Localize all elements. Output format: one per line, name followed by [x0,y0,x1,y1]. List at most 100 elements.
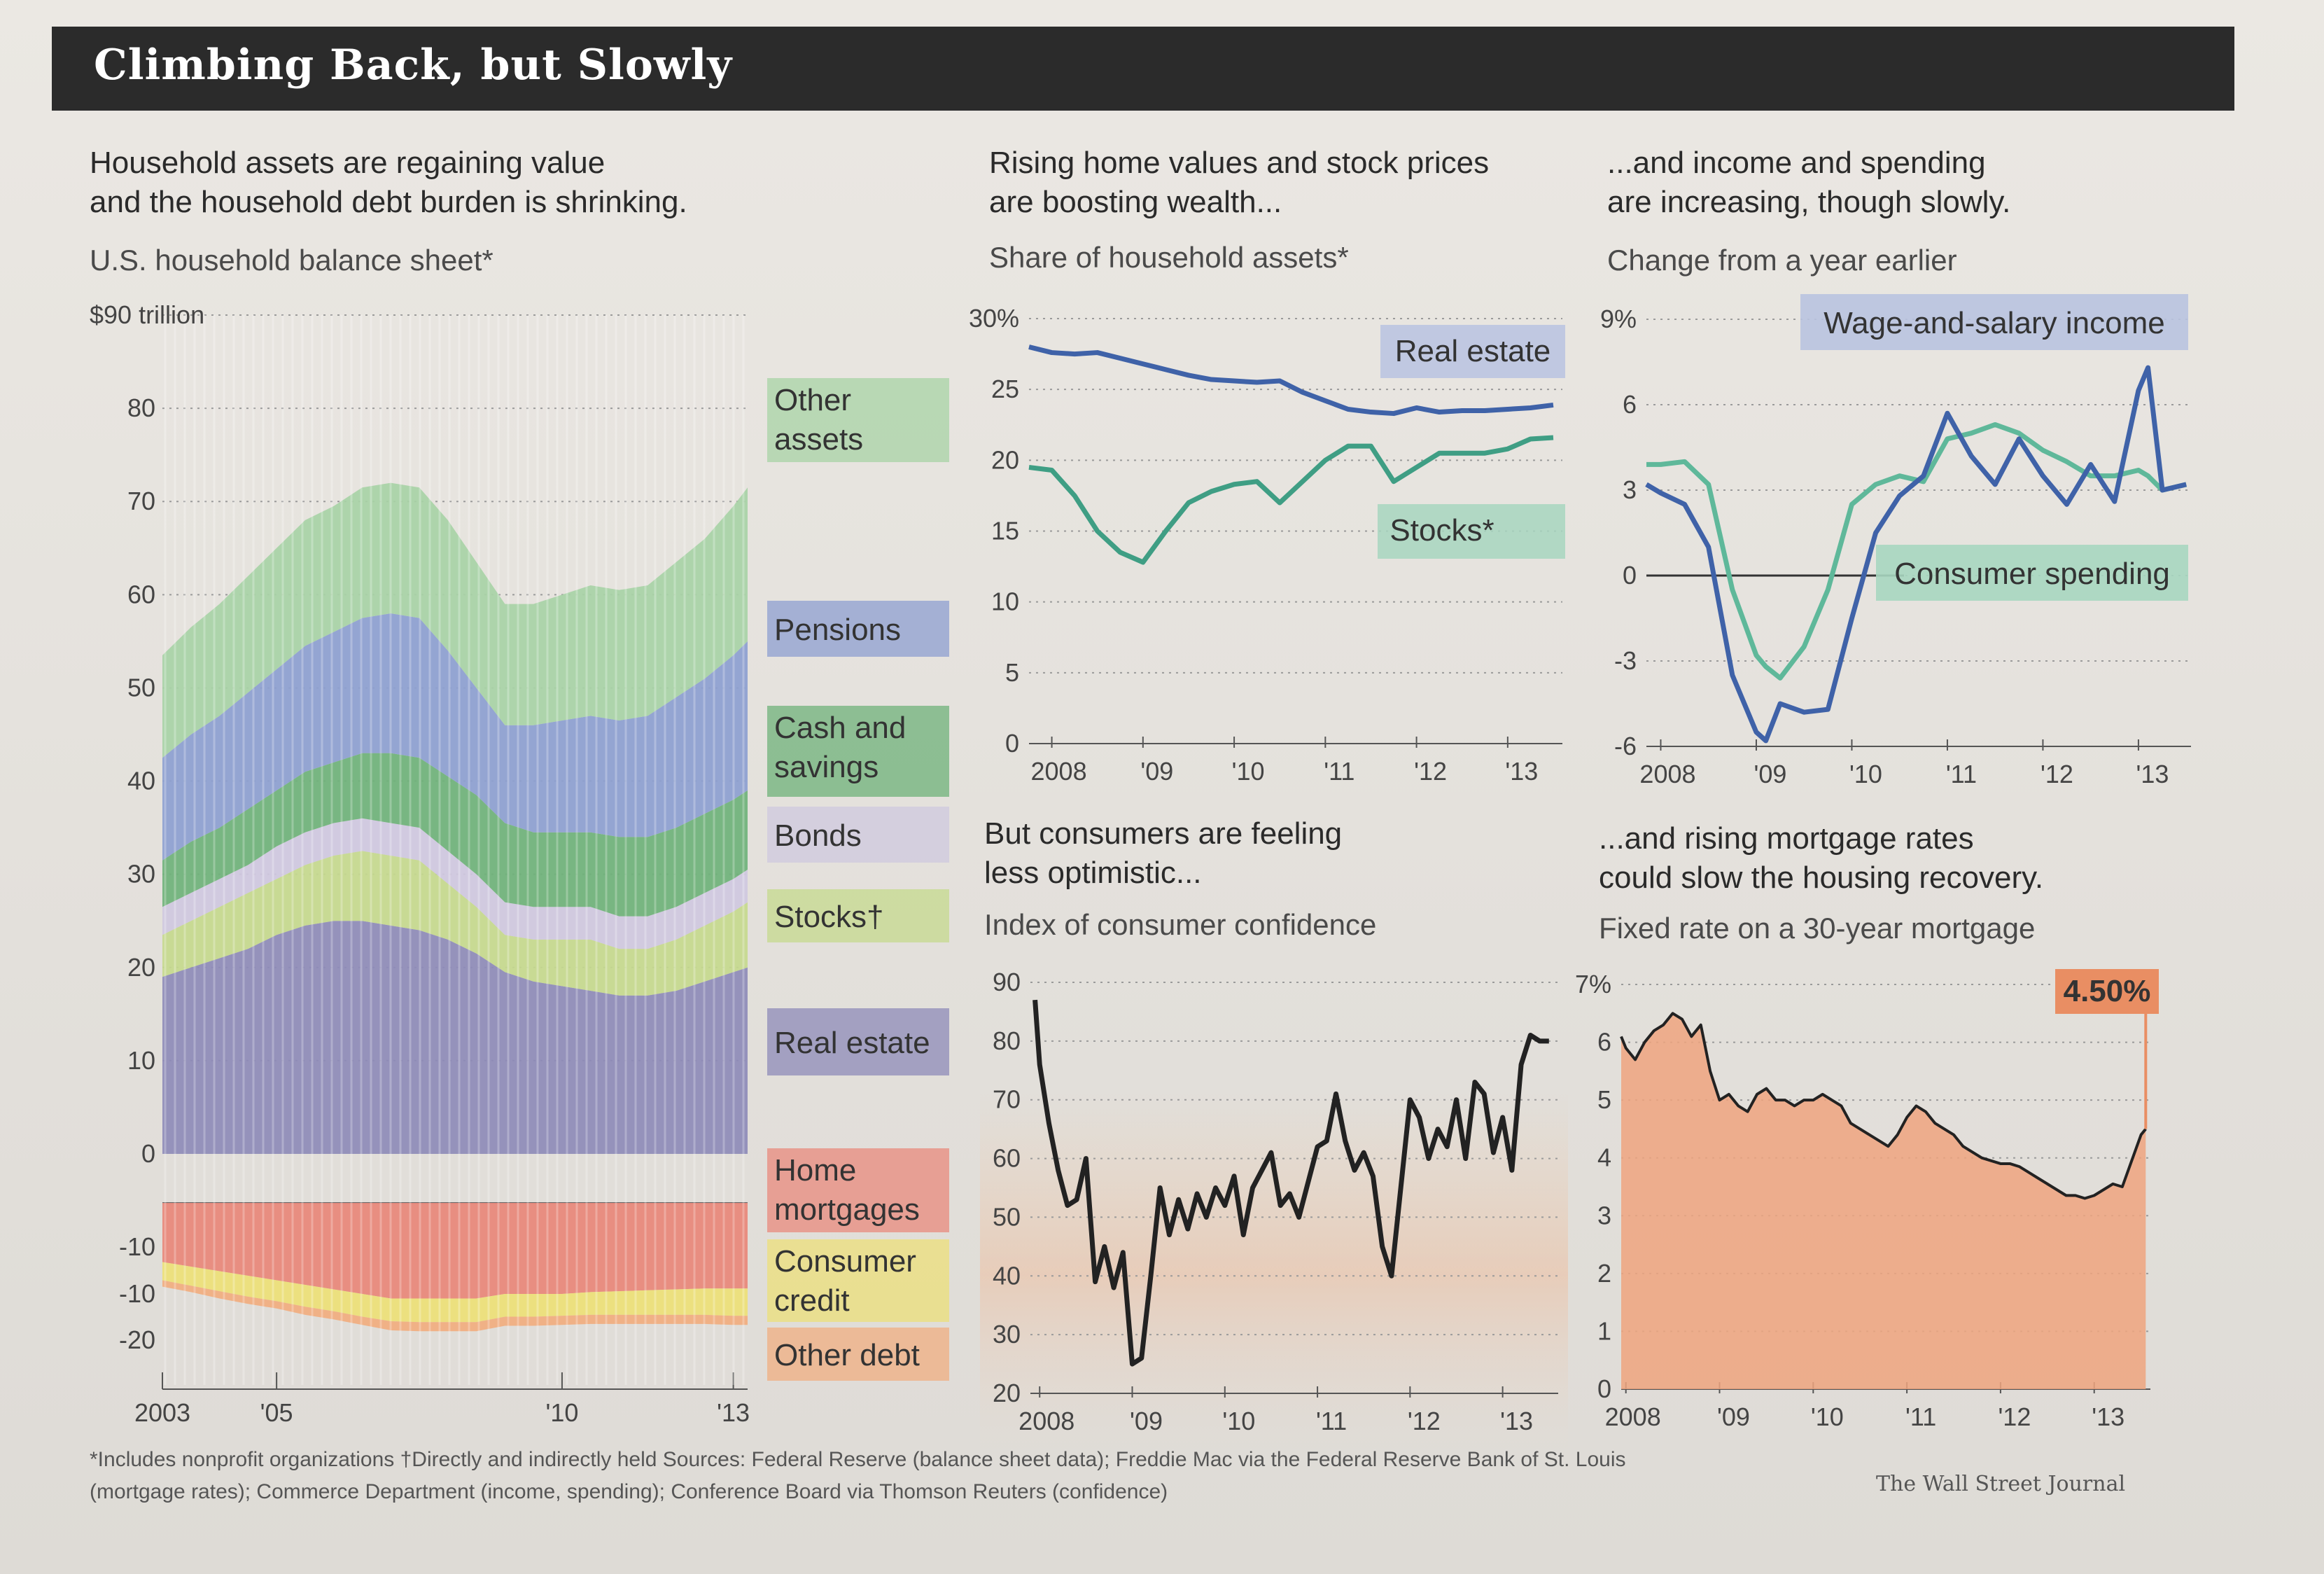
balance-area-other-debt [162,1280,748,1332]
legend-label-consumer-credit: credit [774,1283,850,1318]
income-x-tick-label: 2008 [1639,760,1695,788]
mortgage-headline-2: could slow the housing recovery. [1599,861,2044,895]
mortgage-annotation-label: 4.50% [2064,974,2151,1008]
legend-swatch-real-estate [767,1008,949,1075]
legend-label-consumer-credit: Consumer [774,1244,916,1279]
income-line-consumer-spending [1646,422,2187,681]
income-y-tick-label: 0 [1623,561,1637,590]
balance-area-consumer-credit [162,1262,748,1323]
balance-area-home-mortgages [162,1203,748,1299]
income-x-tick-label: '12 [2040,760,2073,788]
share-y-tick-label: 5 [1005,658,1019,687]
share-headline-1: Rising home values and stock prices [989,146,1490,180]
balance-area-other-assets [162,482,748,758]
warm-tint [980,1092,1568,1456]
share-y-tick-label: 20 [991,445,1019,474]
share-y-tick-label: 30% [969,304,1019,333]
legend-label-pensions: Pensions [774,613,901,647]
share-headline-2: are boosting wealth... [989,185,1282,219]
confidence-y-tick-label: 90 [993,968,1021,996]
confidence-headline-2: less optimistic... [984,856,1202,890]
confidence-x-tick-label: '09 [1130,1407,1163,1435]
mortgage-x-tick-label: '13 [2092,1402,2124,1431]
income-label-wage: Wage-and-salary income [1823,306,2164,340]
credit: The Wall Street Journal [1876,1472,2126,1496]
legend-label-other-assets: assets [774,422,863,457]
confidence-x-tick-label: '11 [1316,1407,1347,1435]
share-label-box-stocks [1378,504,1565,559]
share-label-box-real-estate [1380,325,1565,378]
confidence-y-tick-label: 80 [993,1026,1021,1055]
mortgage-y-tick-label: 0 [1597,1374,1611,1403]
mortgage-area [1621,1013,2146,1389]
confidence-x-tick-label: '12 [1408,1407,1441,1435]
mortgage-y-tick-label: 1 [1597,1316,1611,1345]
balance-subtitle: U.S. household balance sheet* [90,244,493,277]
balance-y-tick-label: 70 [127,487,155,515]
share-x-tick-label: '13 [1505,757,1538,786]
balance-y-tick-label: $90 trillion [90,300,204,329]
income-label-box-wage [1800,294,2188,350]
income-y-tick-label: 9% [1600,305,1637,333]
income-label-spending: Consumer spending [1894,557,2170,591]
mortgage-subtitle: Fixed rate on a 30-year mortgage [1599,912,2036,945]
mortgage-x-tick-label: '11 [1905,1402,1936,1431]
mortgage-x-tick-label: 2008 [1605,1402,1661,1431]
confidence-y-tick-label: 70 [993,1085,1021,1114]
income-y-tick-label: -6 [1614,732,1637,760]
balance-x-tick-label: 2003 [134,1398,190,1427]
share-y-tick-label: 10 [991,587,1019,616]
legend-swatch-pensions [767,601,949,657]
legend-label-other-debt: Other debt [774,1338,920,1372]
balance-y-tick-label: 20 [127,953,155,982]
legend-label-other-assets: Other [774,383,851,417]
balance-headline-1: Household assets are regaining value [90,146,606,180]
income-y-tick-label: -3 [1614,646,1637,675]
legend-label-cash-and-savings: Cash and [774,711,906,745]
balance-y-tick-label: 50 [127,673,155,702]
share-x-tick-label: '12 [1414,757,1447,786]
share-x-tick-label: '10 [1232,757,1265,786]
balance-x-tick-label: '05 [260,1398,293,1427]
legend-swatch-consumer-credit [767,1239,949,1322]
balance-y-tick-label: 0 [141,1139,155,1168]
share-line-real-estate [1028,344,1554,417]
balance-y-tick-label: 40 [127,767,155,795]
confidence-headline-1: But consumers are feeling [984,816,1343,851]
balance-area-pensions [162,613,748,861]
legend-label-real-estate: Real estate [774,1026,930,1060]
mortgage-line [1620,1012,2147,1200]
mortgage-y-tick-label: 3 [1597,1201,1611,1230]
legend-label-cash-and-savings: savings [774,750,878,784]
mortgage-y-tick-label: 5 [1597,1085,1611,1114]
mortgage-y-tick-label: 4 [1597,1143,1611,1172]
income-headline-1: ...and income and spending [1607,146,1986,180]
share-x-tick-label: '09 [1140,757,1173,786]
balance-x-tick-label: '10 [545,1398,578,1427]
balance-area-bonds [162,818,748,949]
balance-y-tick-label: 80 [127,394,155,422]
share-line-stocks [1028,435,1554,565]
legend-label-home-mortgages: Home [774,1153,856,1188]
share-x-tick-label: 2008 [1031,757,1087,786]
balance-y-tick-label: 10 [127,1046,155,1075]
income-x-tick-label: '13 [2136,760,2169,788]
mortgage-x-tick-label: '09 [1717,1402,1750,1431]
balance-area-stocks [162,851,748,996]
share-x-tick-label: '11 [1324,757,1354,786]
confidence-x-tick-label: 2008 [1018,1407,1074,1435]
title-banner: Climbing Back, but Slowly [52,27,2234,111]
legend-label-home-mortgages: mortgages [774,1192,920,1227]
legend-swatch-bonds [767,807,949,863]
confidence-y-tick-label: 20 [993,1379,1021,1407]
balance-y-tick-label: 30 [127,860,155,889]
legend-label-bonds: Bonds [774,819,862,853]
page-title: Climbing Back, but Slowly [94,41,733,90]
share-y-tick-label: 25 [991,375,1019,403]
balance-headline-2: and the household debt burden is shrinki… [90,185,687,219]
share-label-real-estate: Real estate [1395,334,1551,368]
footnote-line-2: (mortgage rates); Commerce Department (i… [90,1480,1168,1503]
balance-y-tick-label: -10 [119,1232,155,1261]
legend-swatch-other-debt [767,1328,949,1381]
